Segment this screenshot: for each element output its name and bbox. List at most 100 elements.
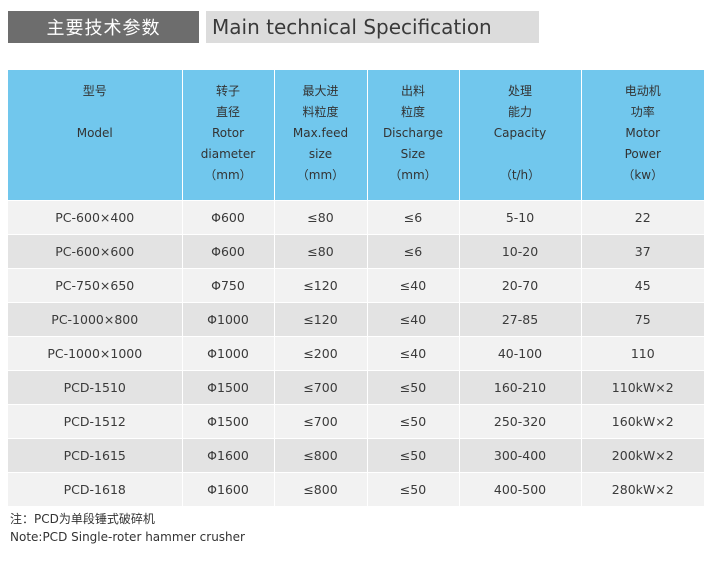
table-cell: 110kW×2: [580, 370, 704, 405]
table-cell: PC-600×400: [8, 200, 182, 235]
table-cell: ≤40: [366, 268, 459, 303]
table-cell: Φ1600: [181, 472, 274, 506]
header-line: Motor: [625, 126, 661, 140]
header-line: （t/h）: [499, 168, 541, 182]
header-cell: 处理 能力 Capacity （t/h）: [458, 70, 581, 201]
table-cell: Φ1600: [181, 438, 274, 473]
spec-table: 型号 Model 转子直径 Rotor diameter （mm） 最大进料粒度 Max.f…: [8, 70, 704, 506]
table-cell: 300-400: [458, 438, 581, 473]
header-row: 型号 Model 转子直径 Rotor diameter （mm） 最大进料粒度 Max.f…: [8, 70, 704, 201]
table-row: PC-750×650 Φ750 ≤120 ≤40 20-70 45: [8, 268, 704, 303]
header-cell: 转子直径 Rotor diameter （mm）: [181, 70, 274, 201]
table-cell: 37: [580, 234, 704, 269]
header-line: 料粒度: [302, 105, 339, 119]
table-cell: PCD-1510: [8, 370, 182, 405]
header-line: （kw）: [622, 168, 664, 182]
table-cell: ≤80: [273, 234, 367, 269]
header-line: 粒度: [400, 105, 425, 119]
header-line: 处理: [507, 84, 532, 98]
table-cell: 27-85: [458, 302, 581, 337]
table-cell: Φ750: [181, 268, 274, 303]
table-cell: 45: [580, 268, 704, 303]
table-cell: ≤120: [273, 302, 367, 337]
table-cell: ≤700: [273, 370, 367, 405]
header-line: Discharge: [382, 126, 444, 140]
title-chinese: 主要技术参数: [8, 11, 199, 43]
table-cell: 160kW×2: [580, 404, 704, 439]
table-cell: 400-500: [458, 472, 581, 506]
table-cell: PCD-1512: [8, 404, 182, 439]
table-row: PCD-1618 Φ1600 ≤800 ≤50 400-500 280kW×2: [8, 472, 704, 506]
table-cell: ≤50: [366, 370, 459, 405]
table-row: PCD-1512 Φ1500 ≤700 ≤50 250-320 160kW×2: [8, 404, 704, 439]
table-cell: ≤40: [366, 302, 459, 337]
header-line: [10, 102, 180, 123]
header-line: Size: [400, 147, 426, 161]
spec-table-body: PC-600×400 Φ600 ≤80 ≤6 5-10 22 PC-600×600 Φ600 ≤…: [8, 200, 704, 506]
table-cell: PC-1000×1000: [8, 336, 182, 371]
header-line: size: [308, 147, 333, 161]
header-line: Max.feed: [292, 126, 349, 140]
header-line: Power: [624, 147, 661, 161]
table-cell: 40-100: [458, 336, 581, 371]
note-english: Note:PCD Single-roter hammer crusher: [10, 530, 245, 544]
table-cell: PC-600×600: [8, 234, 182, 269]
table-cell: ≤6: [366, 234, 459, 269]
table-cell: ≤800: [273, 472, 367, 506]
table-cell: ≤50: [366, 438, 459, 473]
header-line: （mm）: [296, 168, 345, 182]
header-cell: 最大进料粒度 Max.feed size （mm）: [273, 70, 367, 201]
table-cell: ≤120: [273, 268, 367, 303]
header-line: 功率: [630, 105, 655, 119]
table-cell: PC-1000×800: [8, 302, 182, 337]
table-cell: Φ600: [181, 234, 274, 269]
table-cell: Φ1500: [181, 370, 274, 405]
table-row: PCD-1510 Φ1500 ≤700 ≤50 160-210 110kW×2: [8, 370, 704, 405]
table-cell: Φ600: [181, 200, 274, 235]
note-chinese: 注：PCD为单段锤式破碎机: [10, 512, 155, 526]
header-line: 直径: [215, 105, 240, 119]
header-line: diameter: [200, 147, 256, 161]
table-cell: ≤40: [366, 336, 459, 371]
table-cell: Φ1000: [181, 302, 274, 337]
header-line: 最大进: [302, 84, 339, 98]
table-row: PC-1000×1000 Φ1000 ≤200 ≤40 40-100 110: [8, 336, 704, 371]
table-cell: ≤6: [366, 200, 459, 235]
table-row: PC-600×400 Φ600 ≤80 ≤6 5-10 22: [8, 200, 704, 235]
header-line: （mm）: [204, 168, 252, 182]
table-cell: ≤50: [366, 404, 459, 439]
table-cell: 20-70: [458, 268, 581, 303]
header-line: 转子: [215, 84, 240, 98]
title-english: Main technical Specification: [206, 11, 539, 43]
table-row: PC-1000×800 Φ1000 ≤120 ≤40 27-85 75: [8, 302, 704, 337]
table-cell: 110: [580, 336, 704, 371]
table-cell: 5-10: [458, 200, 581, 235]
table-cell: ≤50: [366, 472, 459, 506]
table-cell: PCD-1615: [8, 438, 182, 473]
table-cell: 250-320: [458, 404, 581, 439]
header-line: （mm）: [389, 168, 437, 182]
table-cell: ≤200: [273, 336, 367, 371]
table-cell: ≤80: [273, 200, 367, 235]
header-cell: 电动机 功率 Motor Power （kw）: [580, 70, 704, 201]
table-row: PC-600×600 Φ600 ≤80 ≤6 10-20 37: [8, 234, 704, 269]
table-cell: ≤800: [273, 438, 367, 473]
table-cell: 10-20: [458, 234, 581, 269]
table-cell: 22: [580, 200, 704, 235]
header-line: Model: [76, 126, 113, 140]
table-row: PCD-1615 Φ1600 ≤800 ≤50 300-400 200kW×2: [8, 438, 704, 473]
title-bar: 主要技术参数 Main technical Specification: [8, 11, 539, 43]
header-line: 能力: [507, 105, 532, 119]
table-cell: PCD-1618: [8, 472, 182, 506]
header-line: [462, 144, 579, 165]
header-line: 出料: [400, 84, 425, 98]
table-cell: PC-750×650: [8, 268, 182, 303]
table-cell: Φ1500: [181, 404, 274, 439]
table-cell: 280kW×2: [580, 472, 704, 506]
header-line: 型号: [82, 84, 107, 98]
table-cell: 160-210: [458, 370, 581, 405]
spec-table-header: 型号 Model 转子直径 Rotor diameter （mm） 最大进料粒度 Max.f…: [8, 70, 704, 201]
table-cell: 200kW×2: [580, 438, 704, 473]
header-cell: 出料粒度 Discharge Size （mm）: [366, 70, 459, 201]
header-line: Rotor: [211, 126, 245, 140]
